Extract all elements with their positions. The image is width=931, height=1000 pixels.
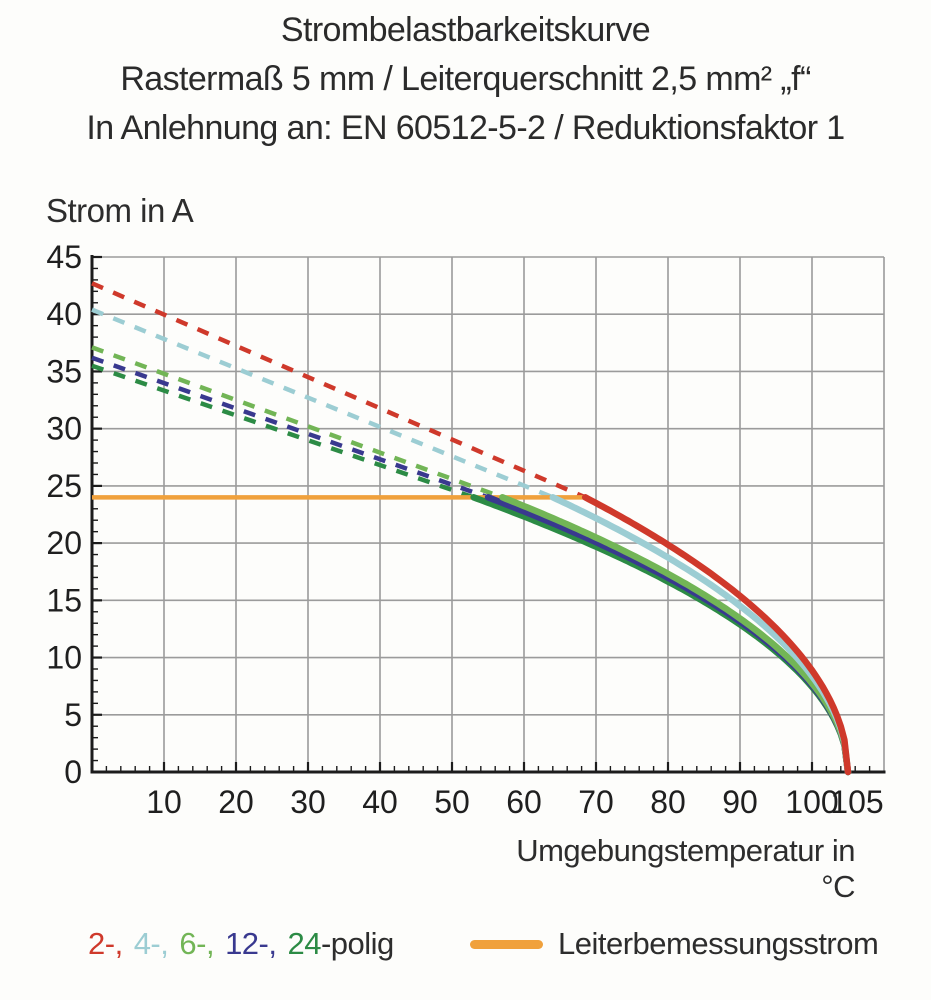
y-tick-label-30: 30 — [46, 411, 82, 447]
y-tick-label-45: 45 — [46, 239, 82, 275]
y-tick-label-25: 25 — [46, 468, 82, 504]
y-tick-label-40: 40 — [46, 296, 82, 332]
x-tick-label-50: 50 — [434, 784, 470, 820]
y-tick-label-0: 0 — [64, 754, 82, 790]
legend-pole-part: 6-, — [179, 926, 215, 961]
legend-pole-counts: 2-, 4-, 6-, 12-, 24-polig — [88, 926, 394, 962]
x-tick-label-60: 60 — [506, 784, 542, 820]
solid-curve-6-polig — [499, 494, 852, 776]
x-tick-label-80: 80 — [650, 784, 686, 820]
axis-tick-marks — [92, 255, 871, 774]
axes — [90, 255, 886, 774]
y-tick-label-15: 15 — [46, 582, 82, 618]
x-tick-label-30: 30 — [290, 784, 326, 820]
dashed-curve-2-polig — [91, 281, 587, 500]
chart-subtitle: Rastermaß 5 mm / Leiterquerschnitt 2,5 m… — [120, 60, 811, 98]
x-tick-label-70: 70 — [578, 784, 614, 820]
chart-title: Strombelastbarkeitskurve — [280, 11, 651, 49]
derating-solid-curves — [470, 494, 852, 776]
dashed-curve-6-polig — [91, 345, 504, 500]
chart-standard-note: In Anlehnung an: EN 60512-5-2 / Reduktio… — [86, 109, 845, 147]
y-axis-title: Strom in A — [46, 192, 194, 229]
rated-current-label: Leiterbemessungsstrom — [558, 926, 879, 961]
grid-lines — [92, 256, 885, 772]
dashed-curve-12-polig — [91, 355, 489, 500]
legend-rated-current: Leiterbemessungsstrom — [470, 926, 879, 962]
derating-dashed-curves — [91, 281, 587, 500]
dashed-curve-4-polig — [91, 307, 554, 500]
solid-curve-4-polig — [549, 494, 852, 776]
x-tick-label-90: 90 — [722, 784, 758, 820]
rated-current-swatch — [470, 939, 543, 949]
x-tick-label-10: 10 — [146, 784, 182, 820]
dashed-curve-24-polig — [91, 363, 475, 500]
legend-pole-part: 4-, — [133, 926, 169, 961]
y-tick-label-35: 35 — [46, 353, 82, 389]
legend-pole-part: -polig — [320, 926, 394, 961]
x-tick-label-100: 100 — [785, 784, 838, 820]
x-tick-label-105: 105 — [830, 784, 883, 820]
chart-header: Strombelastbarkeitskurve Rastermaß 5 mm … — [0, 6, 931, 153]
x-tick-label-40: 40 — [362, 784, 398, 820]
legend-pole-part: 2-, — [88, 926, 123, 961]
legend-pole-part: 24 — [287, 926, 321, 961]
legend-pole-part: 12-, — [225, 926, 277, 961]
y-tick-label-20: 20 — [46, 525, 82, 561]
solid-curve-2-polig — [581, 494, 852, 776]
y-tick-label-5: 5 — [64, 697, 82, 733]
y-axis-tick-labels: 0 5 10 15 20 25 30 35 40 45 — [46, 239, 82, 790]
x-tick-label-20: 20 — [218, 784, 254, 820]
y-tick-label-10: 10 — [46, 640, 82, 676]
x-axis-title: Umgebungstemperatur in °C — [516, 833, 855, 904]
